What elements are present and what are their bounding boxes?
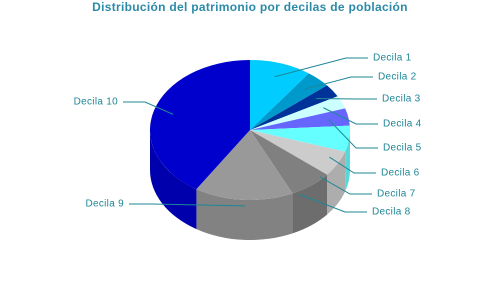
slice-top (250, 130, 346, 175)
slice-side (292, 174, 328, 234)
slice-label: Decila 1 (373, 53, 412, 64)
slice (250, 73, 328, 130)
slice-top (196, 130, 293, 200)
slice-label: Decila 9 (85, 199, 124, 210)
slice-label: Decila 2 (378, 72, 417, 83)
slice-top (250, 96, 346, 130)
chart-title: Distribución del patrimonio por decilas … (92, 0, 408, 14)
slice (196, 130, 293, 240)
slice (250, 108, 350, 130)
slice-top (250, 130, 328, 194)
leader-line (129, 203, 245, 207)
slice (250, 130, 346, 215)
leader-line (319, 176, 372, 195)
slice-label: Decila 7 (377, 189, 416, 200)
leader-line (323, 107, 378, 125)
leader-line (328, 119, 378, 149)
slice-side (345, 130, 350, 192)
slice-label: Decila 8 (372, 207, 411, 218)
slice-label: Decila 3 (382, 94, 421, 105)
slice-label: Decila 10 (74, 97, 119, 108)
slice-side (327, 151, 346, 215)
slice-top (250, 125, 350, 152)
slice (250, 125, 350, 192)
slice-top (150, 60, 250, 190)
leader-line (274, 57, 368, 78)
slice-top (250, 60, 309, 130)
slice-label: Decila 4 (383, 119, 422, 130)
slice (250, 85, 338, 130)
slice-label: Decila 6 (381, 168, 420, 179)
leader-line (298, 193, 367, 213)
slice (250, 60, 309, 130)
slice (250, 96, 346, 130)
slice-top (250, 108, 350, 130)
slice-label: Decila 5 (383, 143, 422, 154)
slice-top (250, 85, 338, 130)
leader-line (304, 76, 373, 90)
slice-side (196, 189, 293, 240)
leader-line (123, 101, 174, 115)
slice-top (250, 73, 328, 130)
slice (250, 130, 328, 234)
leader-line (329, 156, 376, 174)
